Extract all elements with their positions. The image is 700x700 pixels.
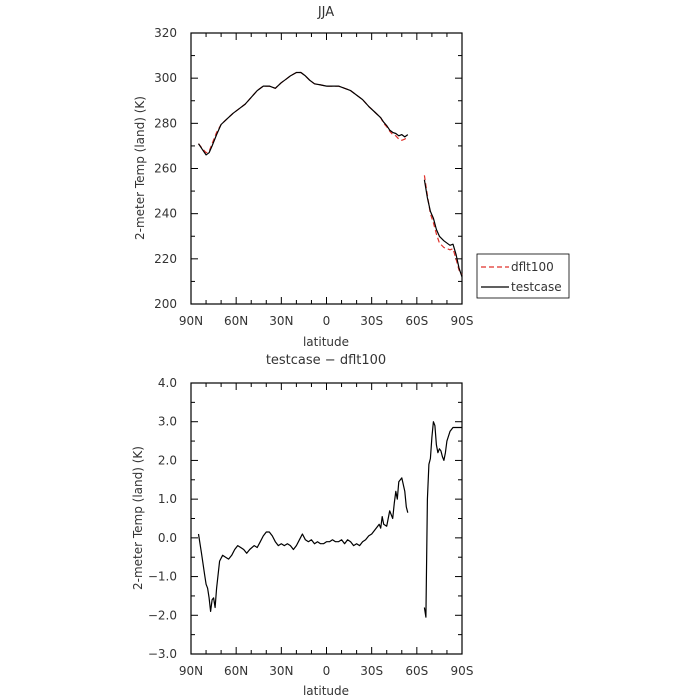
bottom-ticks (190, 382, 463, 655)
bottom-x-axis-label: latitude (303, 684, 349, 698)
bottom-x-tick-label: 90S (451, 664, 474, 678)
top-y-axis-label: 2-meter Temp (land) (K) (133, 96, 147, 240)
top-x-axis-label: latitude (303, 335, 349, 349)
top-series-testcase-line (198, 71, 409, 156)
top-y-tick-label: 280 (154, 116, 177, 130)
bottom-plot-frame (190, 382, 463, 655)
bottom-y-tick-label: 0.0 (158, 531, 177, 545)
bottom-y-tick-label: −3.0 (148, 647, 177, 661)
bottom-series-difference-line (423, 421, 462, 618)
bottom-y-tick-label: 3.0 (158, 415, 177, 429)
top-x-tick-label: 30N (269, 314, 293, 328)
top-series-dflt100-line (198, 71, 409, 154)
top-x-tick-label: 90N (179, 314, 203, 328)
bottom-x-tick-label: 0 (323, 664, 331, 678)
top-ticks (190, 32, 463, 305)
bottom-x-tick-label: 90N (179, 664, 203, 678)
bottom-y-tick-label: 2.0 (158, 453, 177, 467)
legend-box (476, 253, 570, 299)
bottom-x-tick-label: 60S (405, 664, 428, 678)
top-x-tick-label: 0 (323, 314, 331, 328)
bottom-chart-title: testcase − dflt100 (266, 353, 386, 368)
bottom-y-tick-label: −1.0 (148, 570, 177, 584)
top-x-tick-label: 90S (451, 314, 474, 328)
bottom-panel: testcase − dflt100 90N 60N 30N 0 30S 60S 90S −3… (131, 353, 473, 698)
bottom-series-difference-line (197, 477, 409, 613)
bottom-x-tick-label: 60N (224, 664, 248, 678)
top-plot-frame (190, 32, 463, 305)
bottom-series (197, 421, 462, 618)
top-x-tick-label: 60N (224, 314, 248, 328)
top-x-tick-label: 30S (360, 314, 383, 328)
bottom-y-tick-label: −2.0 (148, 608, 177, 622)
top-chart-title: JJA (317, 5, 334, 20)
top-series (198, 71, 463, 278)
top-y-tick-label: 320 (154, 26, 177, 40)
top-y-tick-label: 300 (154, 71, 177, 85)
bottom-y-tick-label: 1.0 (158, 492, 177, 506)
top-series-testcase-line (423, 179, 463, 278)
bottom-x-tick-label: 30N (269, 664, 293, 678)
top-y-tick-label: 240 (154, 207, 177, 221)
top-y-tick-label: 200 (154, 297, 177, 311)
bottom-tick-labels: 90N 60N 30N 0 30S 60S 90S −3.0 −2.0 −1.0 0.0 1.0 2.0… (148, 376, 474, 678)
top-y-tick-label: 220 (154, 252, 177, 266)
legend-label-testcase: testcase (511, 280, 562, 294)
top-y-tick-label: 260 (154, 162, 177, 176)
top-tick-labels: 90N 60N 30N 0 30S 60S 90S 200 220 240 260 280 300 320 (154, 26, 473, 328)
top-x-tick-label: 60S (405, 314, 428, 328)
bottom-y-axis-label: 2-meter Temp (land) (K) (131, 446, 145, 590)
legend-label-dflt100: dflt100 (511, 260, 554, 274)
top-panel: JJA 90N 60N 30N 0 30S 60S 90S 200 220 240 260 280 30… (133, 5, 570, 349)
top-series-dflt100-line (423, 175, 463, 275)
bottom-y-tick-label: 4.0 (158, 376, 177, 390)
bottom-x-tick-label: 30S (360, 664, 383, 678)
legend: dflt100 testcase (476, 253, 570, 299)
